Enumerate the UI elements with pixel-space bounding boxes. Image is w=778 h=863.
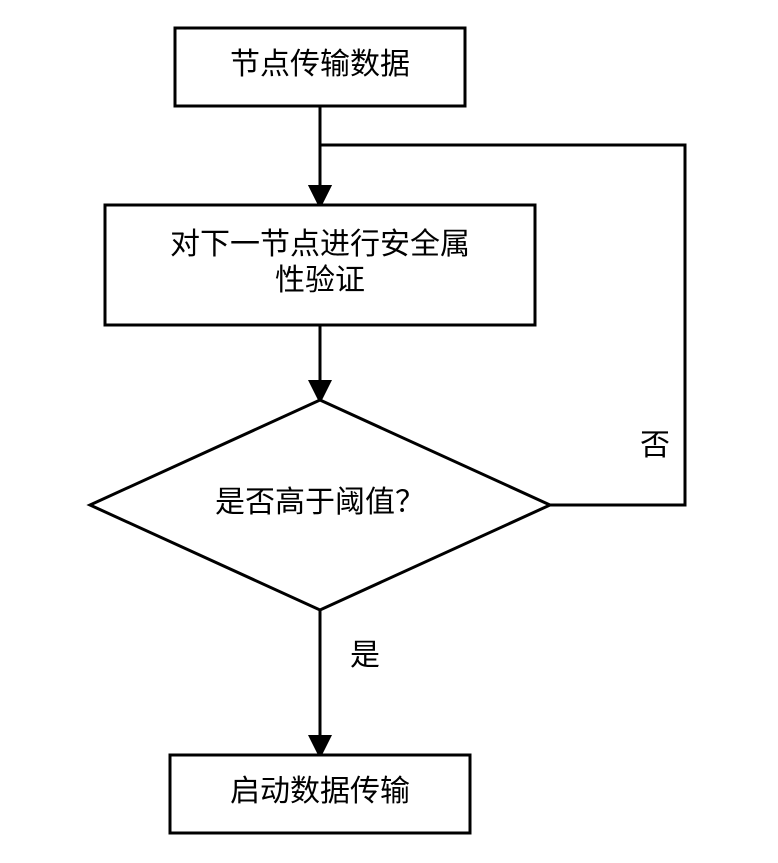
node-verify-label: 对下一节点进行安全属 [170, 228, 470, 261]
node-verify-label: 性验证 [275, 264, 365, 297]
edge-label-decision-verify: 否 [640, 429, 670, 462]
edge-label-decision-end: 是 [350, 639, 380, 672]
node-decision-label: 是否高于阈值？ [215, 486, 425, 519]
node-end-label: 启动数据传输 [230, 775, 410, 808]
node-start-label: 节点传输数据 [230, 48, 410, 81]
